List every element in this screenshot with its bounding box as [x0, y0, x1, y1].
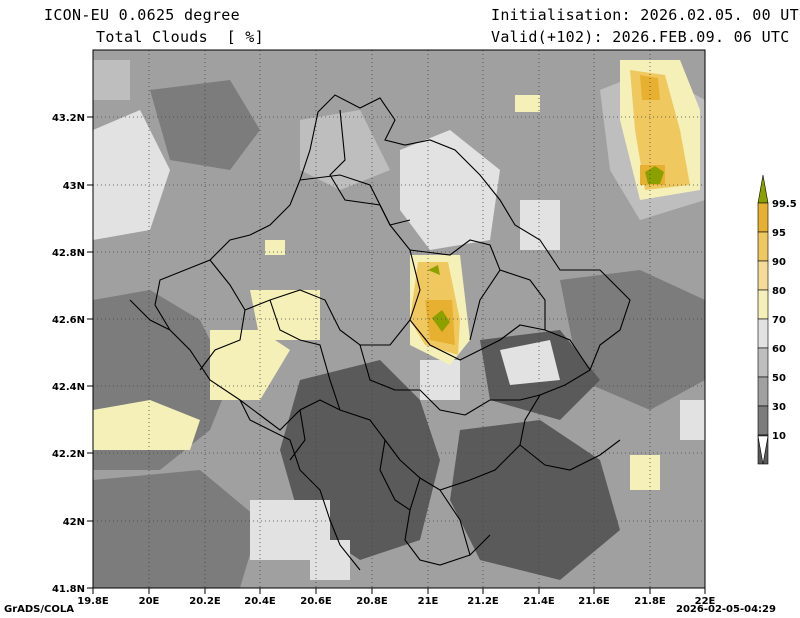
model-title: ICON-EU 0.0625 degree: [44, 6, 240, 24]
lat-label: 41.8N: [52, 584, 85, 595]
colorbar-label: 50: [772, 373, 786, 384]
lat-label: 42N: [63, 517, 85, 528]
cloud-field: [93, 50, 705, 588]
colorbar-label: 99.5: [772, 199, 797, 210]
colorbar-label: 30: [772, 402, 786, 413]
colorbar: [757, 174, 769, 465]
colorbar-label: 10: [772, 431, 786, 442]
lon-label: 20.8E: [356, 596, 388, 607]
lon-label: 21.2E: [467, 596, 499, 607]
lat-label: 43N: [63, 181, 85, 192]
colorbar-label: 70: [772, 315, 786, 326]
lat-label: 43.2N: [52, 113, 85, 124]
lon-label: 21E: [418, 596, 439, 607]
lat-label: 42.2N: [52, 449, 85, 460]
lat-label: 42.4N: [52, 382, 85, 393]
colorbar-bottom-arrow: [757, 435, 769, 465]
lat-label: 42.6N: [52, 315, 85, 326]
colorbar-top-arrow: [757, 174, 769, 204]
lon-label: 22E: [695, 596, 716, 607]
colorbar-label: 60: [772, 344, 786, 355]
init-time: Initialisation: 2026.02.05. 00 UTC: [491, 6, 800, 24]
parameter-title: Total Clouds [ %]: [96, 28, 264, 46]
lon-label: 20.2E: [189, 596, 221, 607]
lon-label: 20.6E: [300, 596, 332, 607]
colorbar-label: 95: [772, 228, 786, 239]
lon-label: 21.8E: [634, 596, 666, 607]
colorbar-label: 80: [772, 286, 786, 297]
admin-borders: [129, 94, 631, 571]
lon-label: 21.6E: [578, 596, 610, 607]
valid-time: Valid(+102): 2026.FEB.09. 06 UTC: [491, 28, 790, 46]
lon-label: 20.4E: [244, 596, 276, 607]
lon-label: 21.4E: [523, 596, 555, 607]
lon-label: 19.8E: [77, 596, 109, 607]
lat-label: 42.8N: [52, 248, 85, 259]
colorbar-label: 90: [772, 257, 786, 268]
footer-credit: GrADS/COLA: [4, 604, 74, 615]
lon-label: 20E: [139, 596, 160, 607]
footer-timestamp: 2026-02-05-04:29: [676, 604, 776, 615]
